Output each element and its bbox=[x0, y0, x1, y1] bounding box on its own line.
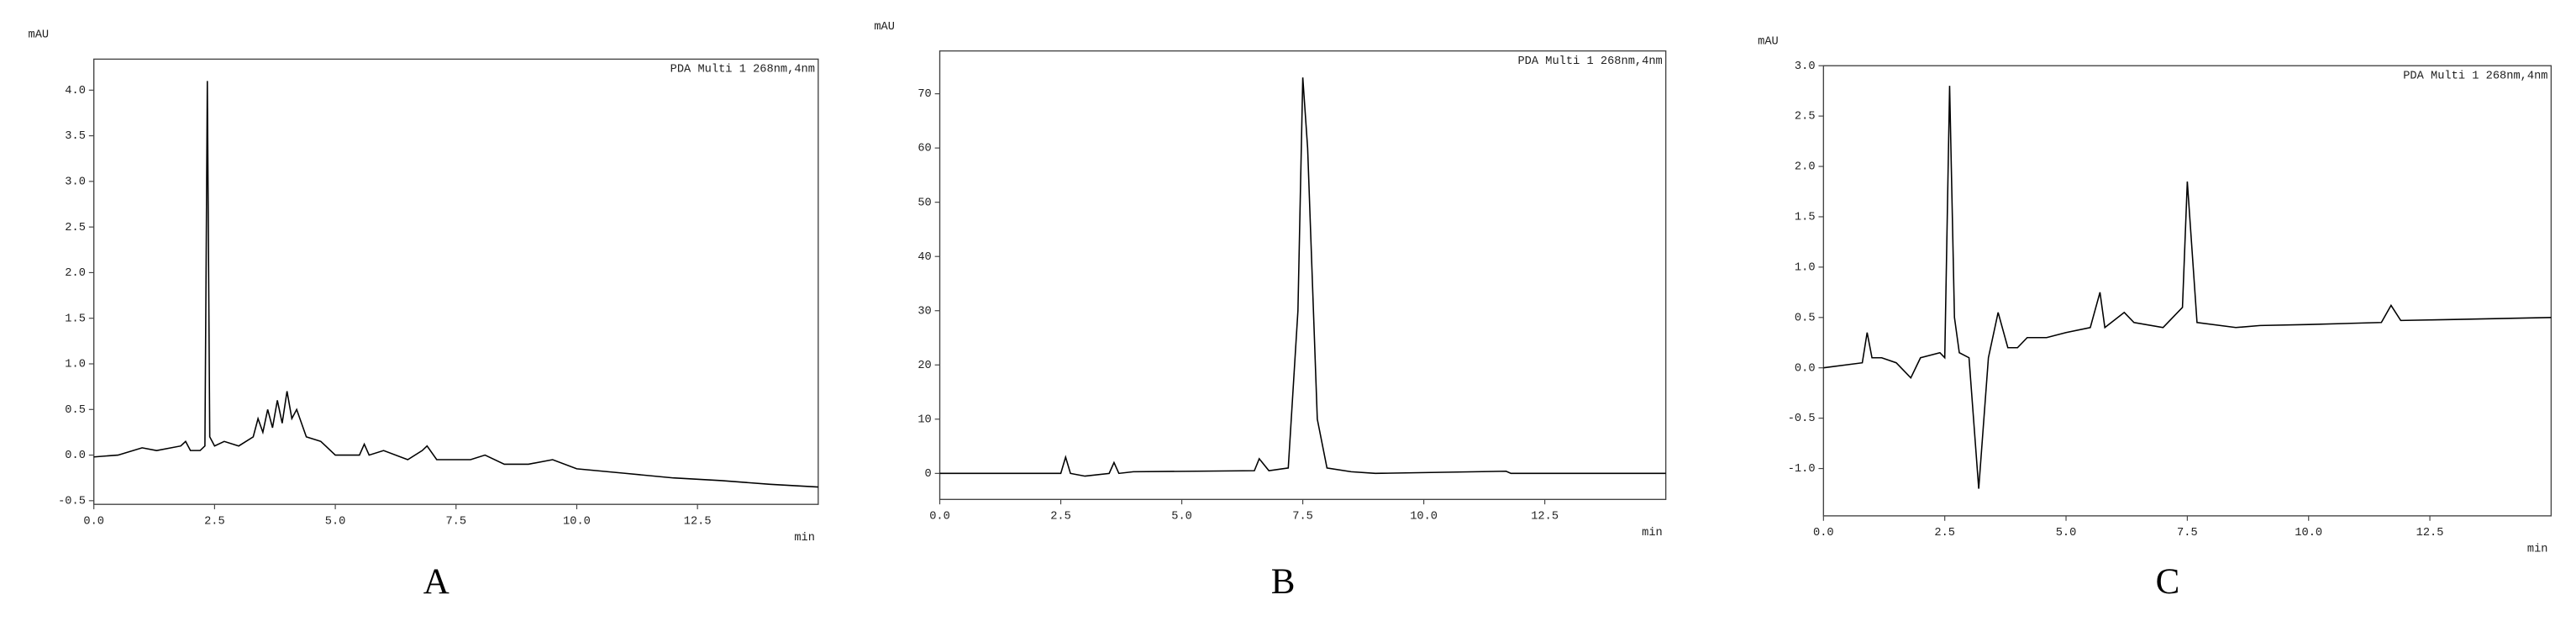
x-tick-label: 7.5 bbox=[2177, 527, 2198, 539]
chromatogram-line bbox=[939, 77, 1666, 477]
y-tick-label: 3.0 bbox=[1795, 61, 1816, 73]
y-tick-label: 2.0 bbox=[65, 267, 86, 280]
y-tick-label: 3.0 bbox=[65, 176, 86, 188]
y-axis-label: mAU bbox=[28, 29, 49, 42]
plot-frame bbox=[1822, 65, 2552, 517]
x-tick-label: 10.0 bbox=[1410, 510, 1438, 523]
caption: C bbox=[2156, 562, 2180, 602]
y-tick-label: 2.5 bbox=[1795, 111, 1816, 124]
annotation: PDA Multi 1 268nm,4nm bbox=[670, 64, 815, 76]
y-tick-label: 3.5 bbox=[65, 130, 86, 143]
y-tick-label: -1.0 bbox=[1788, 463, 1816, 476]
y-tick-label: 0.0 bbox=[1795, 362, 1816, 375]
chromatogram-line bbox=[1823, 86, 2552, 489]
y-tick-label: 30 bbox=[917, 305, 931, 318]
x-axis-label: min bbox=[794, 532, 815, 545]
plot-frame bbox=[93, 58, 819, 505]
x-tick-label: 0.0 bbox=[83, 515, 104, 528]
y-tick-label: 20 bbox=[917, 360, 931, 372]
y-tick-label: 2.0 bbox=[1795, 161, 1816, 174]
y-tick-label: 60 bbox=[917, 143, 931, 155]
y-tick-label: 0.5 bbox=[65, 404, 86, 417]
x-tick-label: 12.5 bbox=[1531, 510, 1559, 523]
annotation: PDA Multi 1 268nm,4nm bbox=[1517, 55, 1662, 68]
y-tick-label: -0.5 bbox=[58, 495, 86, 508]
chromatogram-line bbox=[93, 81, 818, 488]
x-axis-label: min bbox=[2527, 544, 2548, 556]
x-tick-label: 7.5 bbox=[1292, 510, 1313, 523]
caption: B bbox=[1271, 562, 1296, 602]
x-tick-label: 5.0 bbox=[325, 515, 346, 528]
x-tick-label: 5.0 bbox=[2056, 527, 2077, 539]
y-tick-label: 0 bbox=[925, 468, 932, 481]
annotation: PDA Multi 1 268nm,4nm bbox=[2403, 71, 2547, 83]
y-tick-label: 0.5 bbox=[1795, 312, 1816, 324]
x-axis-label: min bbox=[1642, 527, 1663, 539]
x-tick-label: 2.5 bbox=[1934, 527, 1955, 539]
y-tick-label: 1.5 bbox=[65, 313, 86, 325]
x-tick-label: 12.5 bbox=[684, 515, 712, 528]
x-tick-label: 10.0 bbox=[2295, 527, 2322, 539]
y-tick-label: 40 bbox=[917, 251, 931, 264]
x-tick-label: 2.5 bbox=[1050, 510, 1071, 523]
x-tick-label: 0.0 bbox=[929, 510, 950, 523]
x-tick-label: 5.0 bbox=[1171, 510, 1192, 523]
y-tick-label: 1.0 bbox=[1795, 261, 1816, 274]
y-axis-label: mAU bbox=[874, 21, 895, 34]
y-tick-label: 0.0 bbox=[65, 450, 86, 462]
y-tick-label: 1.0 bbox=[65, 359, 86, 371]
y-tick-label: 4.0 bbox=[65, 85, 86, 97]
y-axis-label: mAU bbox=[1758, 35, 1779, 48]
y-tick-label: 2.5 bbox=[65, 222, 86, 234]
x-tick-label: 2.5 bbox=[204, 515, 225, 528]
x-tick-label: 10.0 bbox=[563, 515, 591, 528]
y-tick-label: 10 bbox=[917, 413, 931, 426]
y-tick-label: 1.5 bbox=[1795, 212, 1816, 224]
x-tick-label: 12.5 bbox=[2416, 527, 2444, 539]
x-tick-label: 0.0 bbox=[1813, 527, 1834, 539]
y-tick-label: -0.5 bbox=[1788, 413, 1816, 425]
plot-frame bbox=[938, 50, 1667, 501]
y-tick-label: 70 bbox=[917, 88, 931, 101]
caption: A bbox=[423, 562, 449, 602]
y-tick-label: 50 bbox=[917, 197, 931, 209]
x-tick-label: 7.5 bbox=[445, 515, 466, 528]
